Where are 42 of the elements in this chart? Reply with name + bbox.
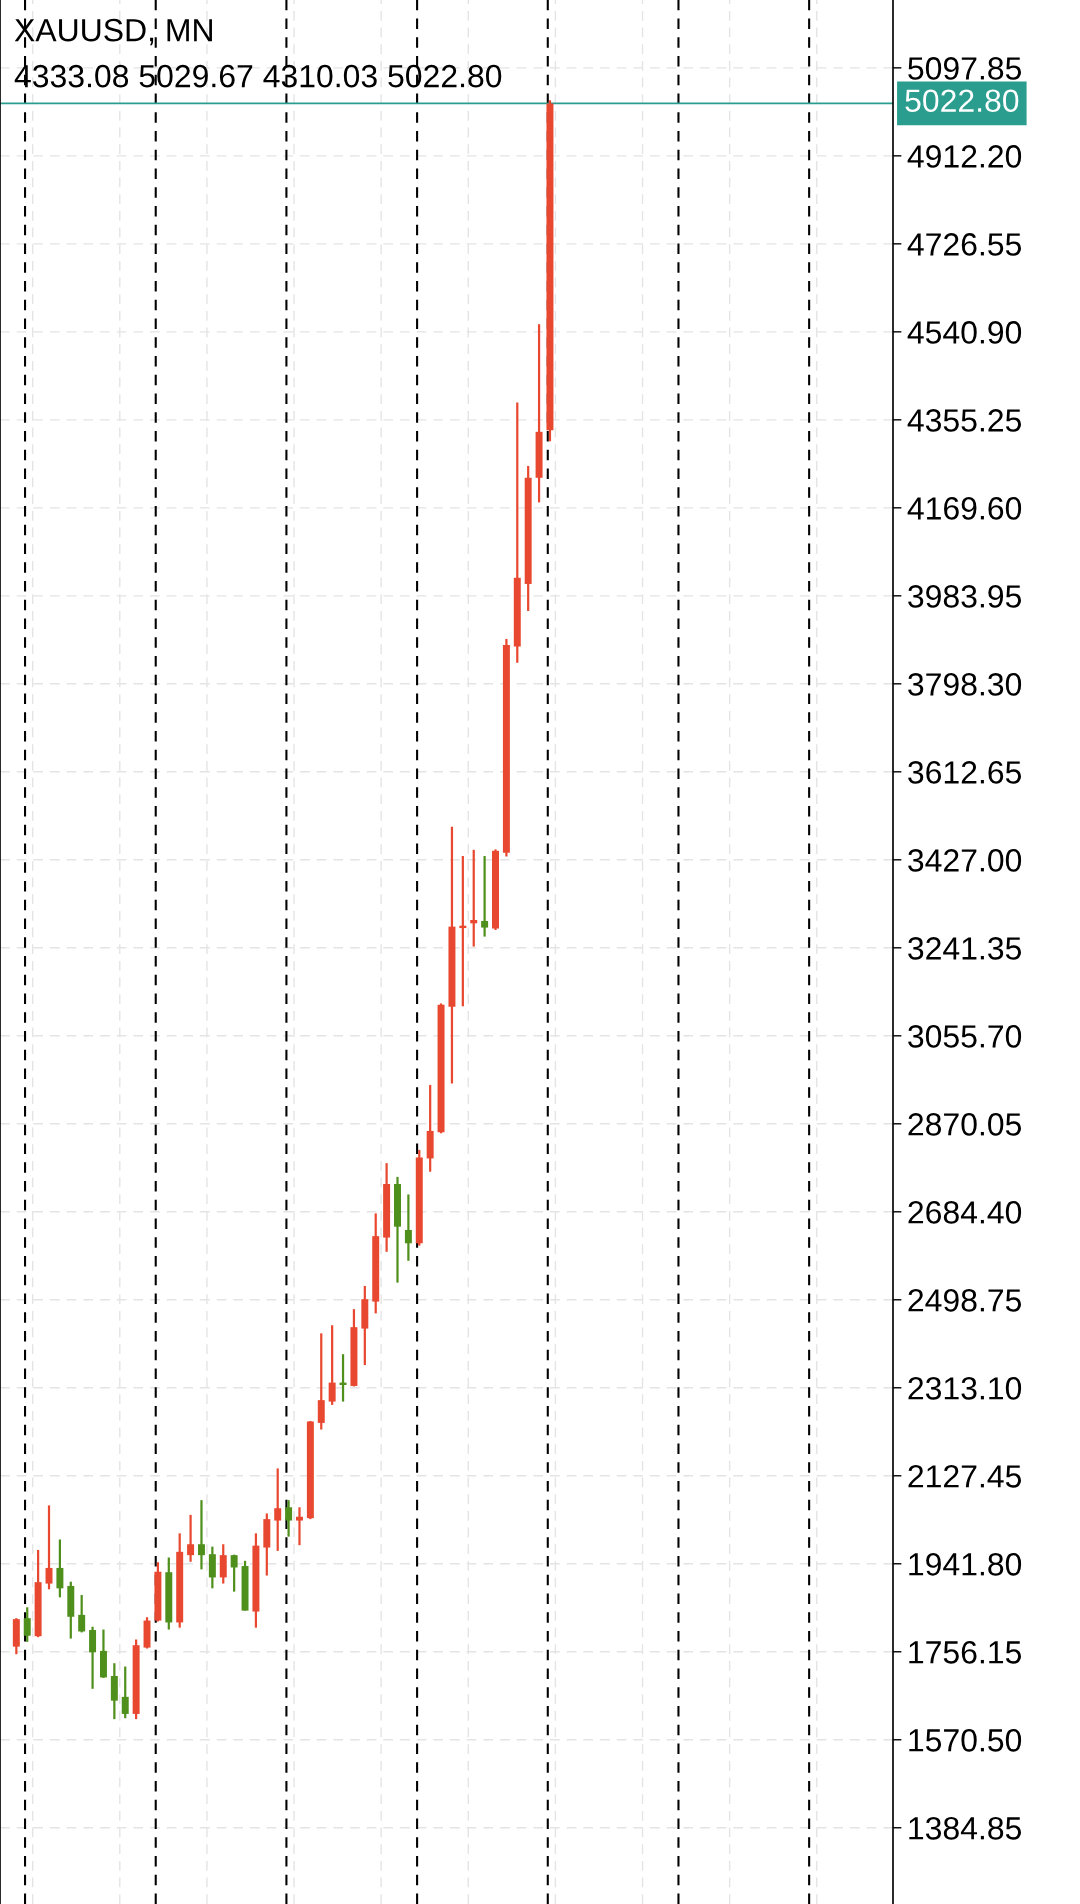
candlestick bbox=[187, 1513, 195, 1563]
y-tick-label: 3798.30 bbox=[908, 673, 1022, 696]
y-tick-label: 4169.60 bbox=[907, 497, 1022, 520]
y-tick-label: 2684.40 bbox=[908, 1201, 1022, 1224]
candlestick bbox=[481, 854, 489, 938]
candlestick bbox=[296, 1506, 303, 1547]
y-tick-label: 1941.80 bbox=[909, 1553, 1022, 1576]
y-tick-label: 3427.00 bbox=[908, 849, 1022, 872]
y-tick-label: 5097.85 bbox=[908, 57, 1022, 80]
candlestick bbox=[23, 1606, 31, 1643]
ref-line-label: 5022.80 bbox=[905, 89, 1019, 112]
candlestick bbox=[230, 1553, 238, 1593]
candlestick bbox=[121, 1665, 129, 1720]
y-tick-label: 2313.10 bbox=[908, 1377, 1022, 1400]
candlestick bbox=[317, 1332, 325, 1431]
candlestick bbox=[56, 1538, 64, 1599]
y-tick-label: 2870.05 bbox=[908, 1113, 1022, 1136]
candlestick bbox=[219, 1543, 227, 1585]
candlestick bbox=[470, 848, 478, 948]
y-tick-label: 1570.50 bbox=[909, 1729, 1022, 1752]
y-tick-label: 3612.65 bbox=[908, 761, 1022, 784]
candlestick bbox=[328, 1324, 336, 1406]
text: XAUUSD, MN bbox=[14, 18, 212, 46]
candlestick bbox=[78, 1593, 86, 1634]
y-tick-label: 3983.95 bbox=[908, 585, 1022, 608]
y-tick-label: 4355.25 bbox=[907, 409, 1022, 432]
text: 4333.08 5029.67 4310.03 5022.80 bbox=[14, 64, 502, 88]
y-tick-label: 4912.20 bbox=[907, 145, 1022, 168]
y-tick-label: 2498.75 bbox=[908, 1289, 1022, 1312]
candlestick bbox=[89, 1625, 97, 1690]
candlestick bbox=[208, 1545, 216, 1590]
candlestick bbox=[285, 1499, 293, 1538]
y-tick-label: 1384.85 bbox=[909, 1817, 1022, 1840]
candlestick bbox=[274, 1467, 282, 1552]
candlestick bbox=[197, 1499, 205, 1571]
candlestick bbox=[404, 1193, 412, 1262]
y-tick-label: 4540.90 bbox=[907, 321, 1022, 344]
y-tick-label: 4726.55 bbox=[907, 233, 1022, 256]
y-tick-label: 2127.45 bbox=[908, 1465, 1022, 1488]
y-tick-label: 3241.35 bbox=[908, 937, 1022, 960]
y-tick-label: 3055.70 bbox=[908, 1025, 1022, 1048]
y-tick-label: 1756.15 bbox=[909, 1641, 1022, 1664]
